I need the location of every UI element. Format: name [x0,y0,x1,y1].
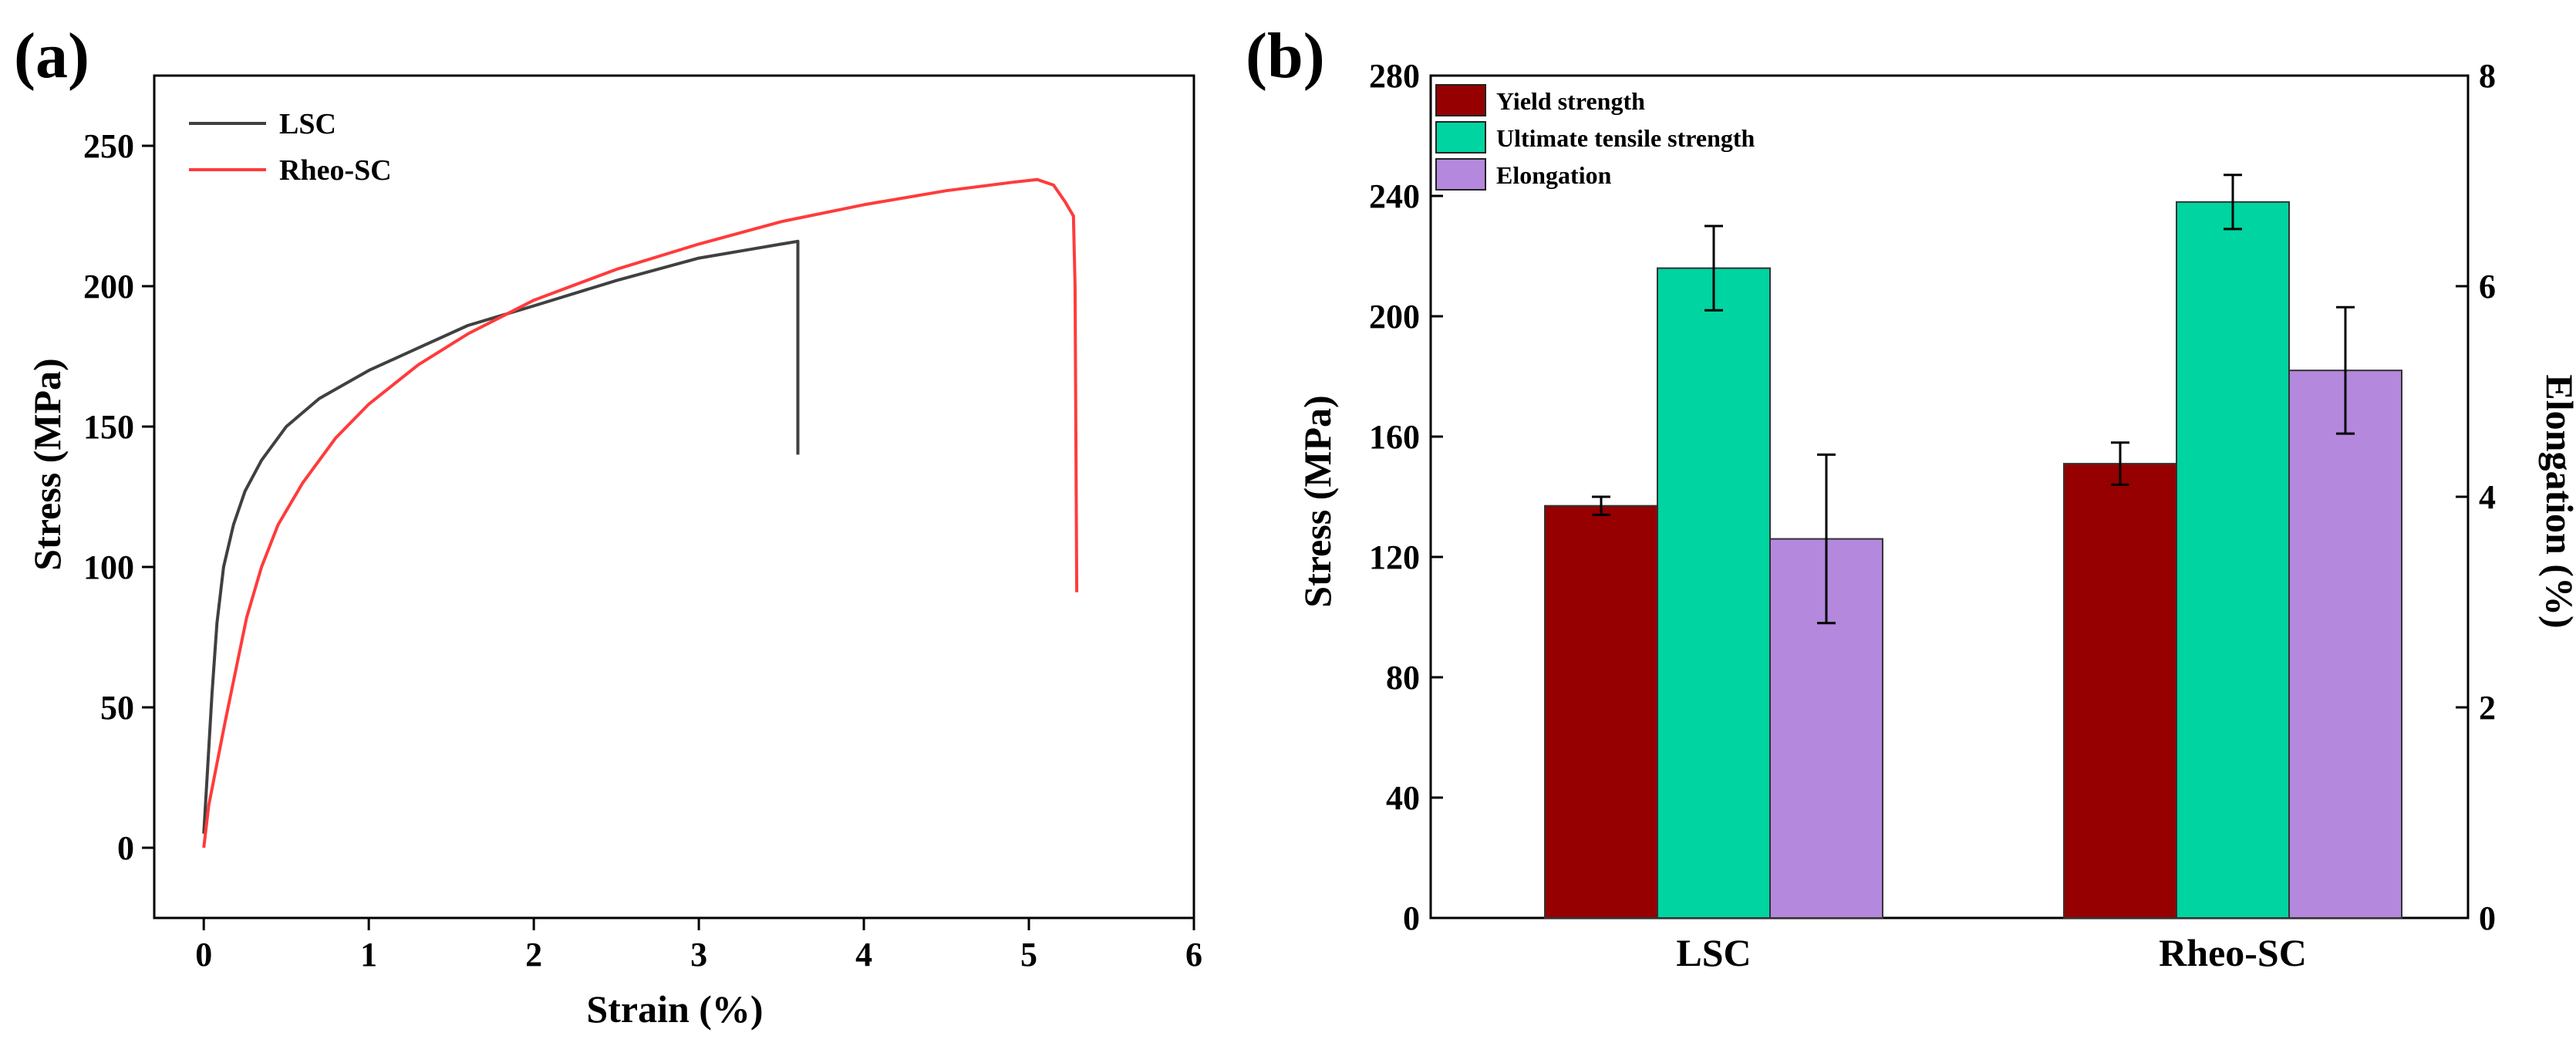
y-tick-label: 250 [83,127,134,165]
chart-a-ylabel: Stress (MPa) [25,358,69,570]
bar-ultimate-tensile-strength-rheo-sc [2176,201,2290,919]
y-tick-label: 200 [1369,298,1420,336]
y-tick-label: 240 [1369,177,1420,215]
legend-swatch-uts [1435,121,1486,154]
x-tick-label: 1 [360,936,377,973]
y2-tick-label: 8 [2479,57,2496,95]
legend-label-yield: Yield strength [1496,87,1645,115]
chart-b-y2label: Elongation (%) [2538,374,2576,628]
x-category-label-rheo-sc: Rheo-SC [2159,931,2307,974]
y-tick-label: 160 [1369,418,1420,456]
y-tick-label: 100 [83,548,134,586]
chart-a-legend: LSC Rheo-SC [189,108,392,187]
legend-swatch-yield [1435,84,1486,116]
bar-yield-strength-lsc [1544,504,1658,919]
legend-label-lsc: LSC [279,108,336,140]
y-tick-label: 50 [100,689,134,727]
y-tick-label: 200 [83,268,134,305]
y-tick-label: 0 [1403,899,1420,937]
y-tick-label: 0 [117,829,134,867]
y2-tick-label: 6 [2479,268,2496,305]
x-tick-label: 0 [195,936,212,973]
x-tick-label: 6 [1185,936,1202,973]
panel-a-label: (a) [14,20,89,92]
x-tick-label: 5 [1020,936,1037,973]
legend-label-elongation: Elongation [1496,161,1612,189]
bar-yield-strength-rheo-sc [2063,463,2177,919]
bar-ultimate-tensile-strength-lsc [1657,267,1771,919]
chart-a-xlabel: Strain (%) [586,987,763,1031]
y-tick-label: 120 [1369,538,1420,576]
chart-b: 0 40 80 120 160 200 240 280 0 2 4 6 8 LSC Rheo-SC [1369,57,2496,974]
legend-label-uts: Ultimate tensile strength [1496,124,1755,152]
series-line-rheo-sc [202,177,1079,849]
chart-a: 0 1 2 3 4 5 6 0 50 100 150 200 250 [83,74,1202,973]
legend-swatch-elongation [1435,158,1486,191]
x-tick-label: 2 [525,936,542,973]
x-tick-label: 4 [855,936,872,973]
y2-tick-label: 4 [2479,478,2496,516]
x-category-label-lsc: LSC [1676,931,1751,974]
chart-b-ylabel: Stress (MPa) [1296,395,1339,607]
bar-elongation-rheo-sc [2288,369,2402,919]
y-tick-label: 80 [1386,659,1420,697]
y2-tick-label: 0 [2479,899,2496,937]
y-tick-label: 150 [83,408,134,446]
panel-b-label: (b) [1246,20,1325,92]
legend-label-rheo-sc: Rheo-SC [279,154,392,187]
chart-b-legend: Yield strength Ultimate tensile strength… [1435,84,1755,191]
y-tick-label: 40 [1386,779,1420,817]
series-line-lsc [202,239,800,834]
x-tick-label: 3 [690,936,707,973]
chart-a-frame [153,74,1195,919]
y-tick-label: 280 [1369,57,1420,95]
y2-tick-label: 2 [2479,689,2496,727]
